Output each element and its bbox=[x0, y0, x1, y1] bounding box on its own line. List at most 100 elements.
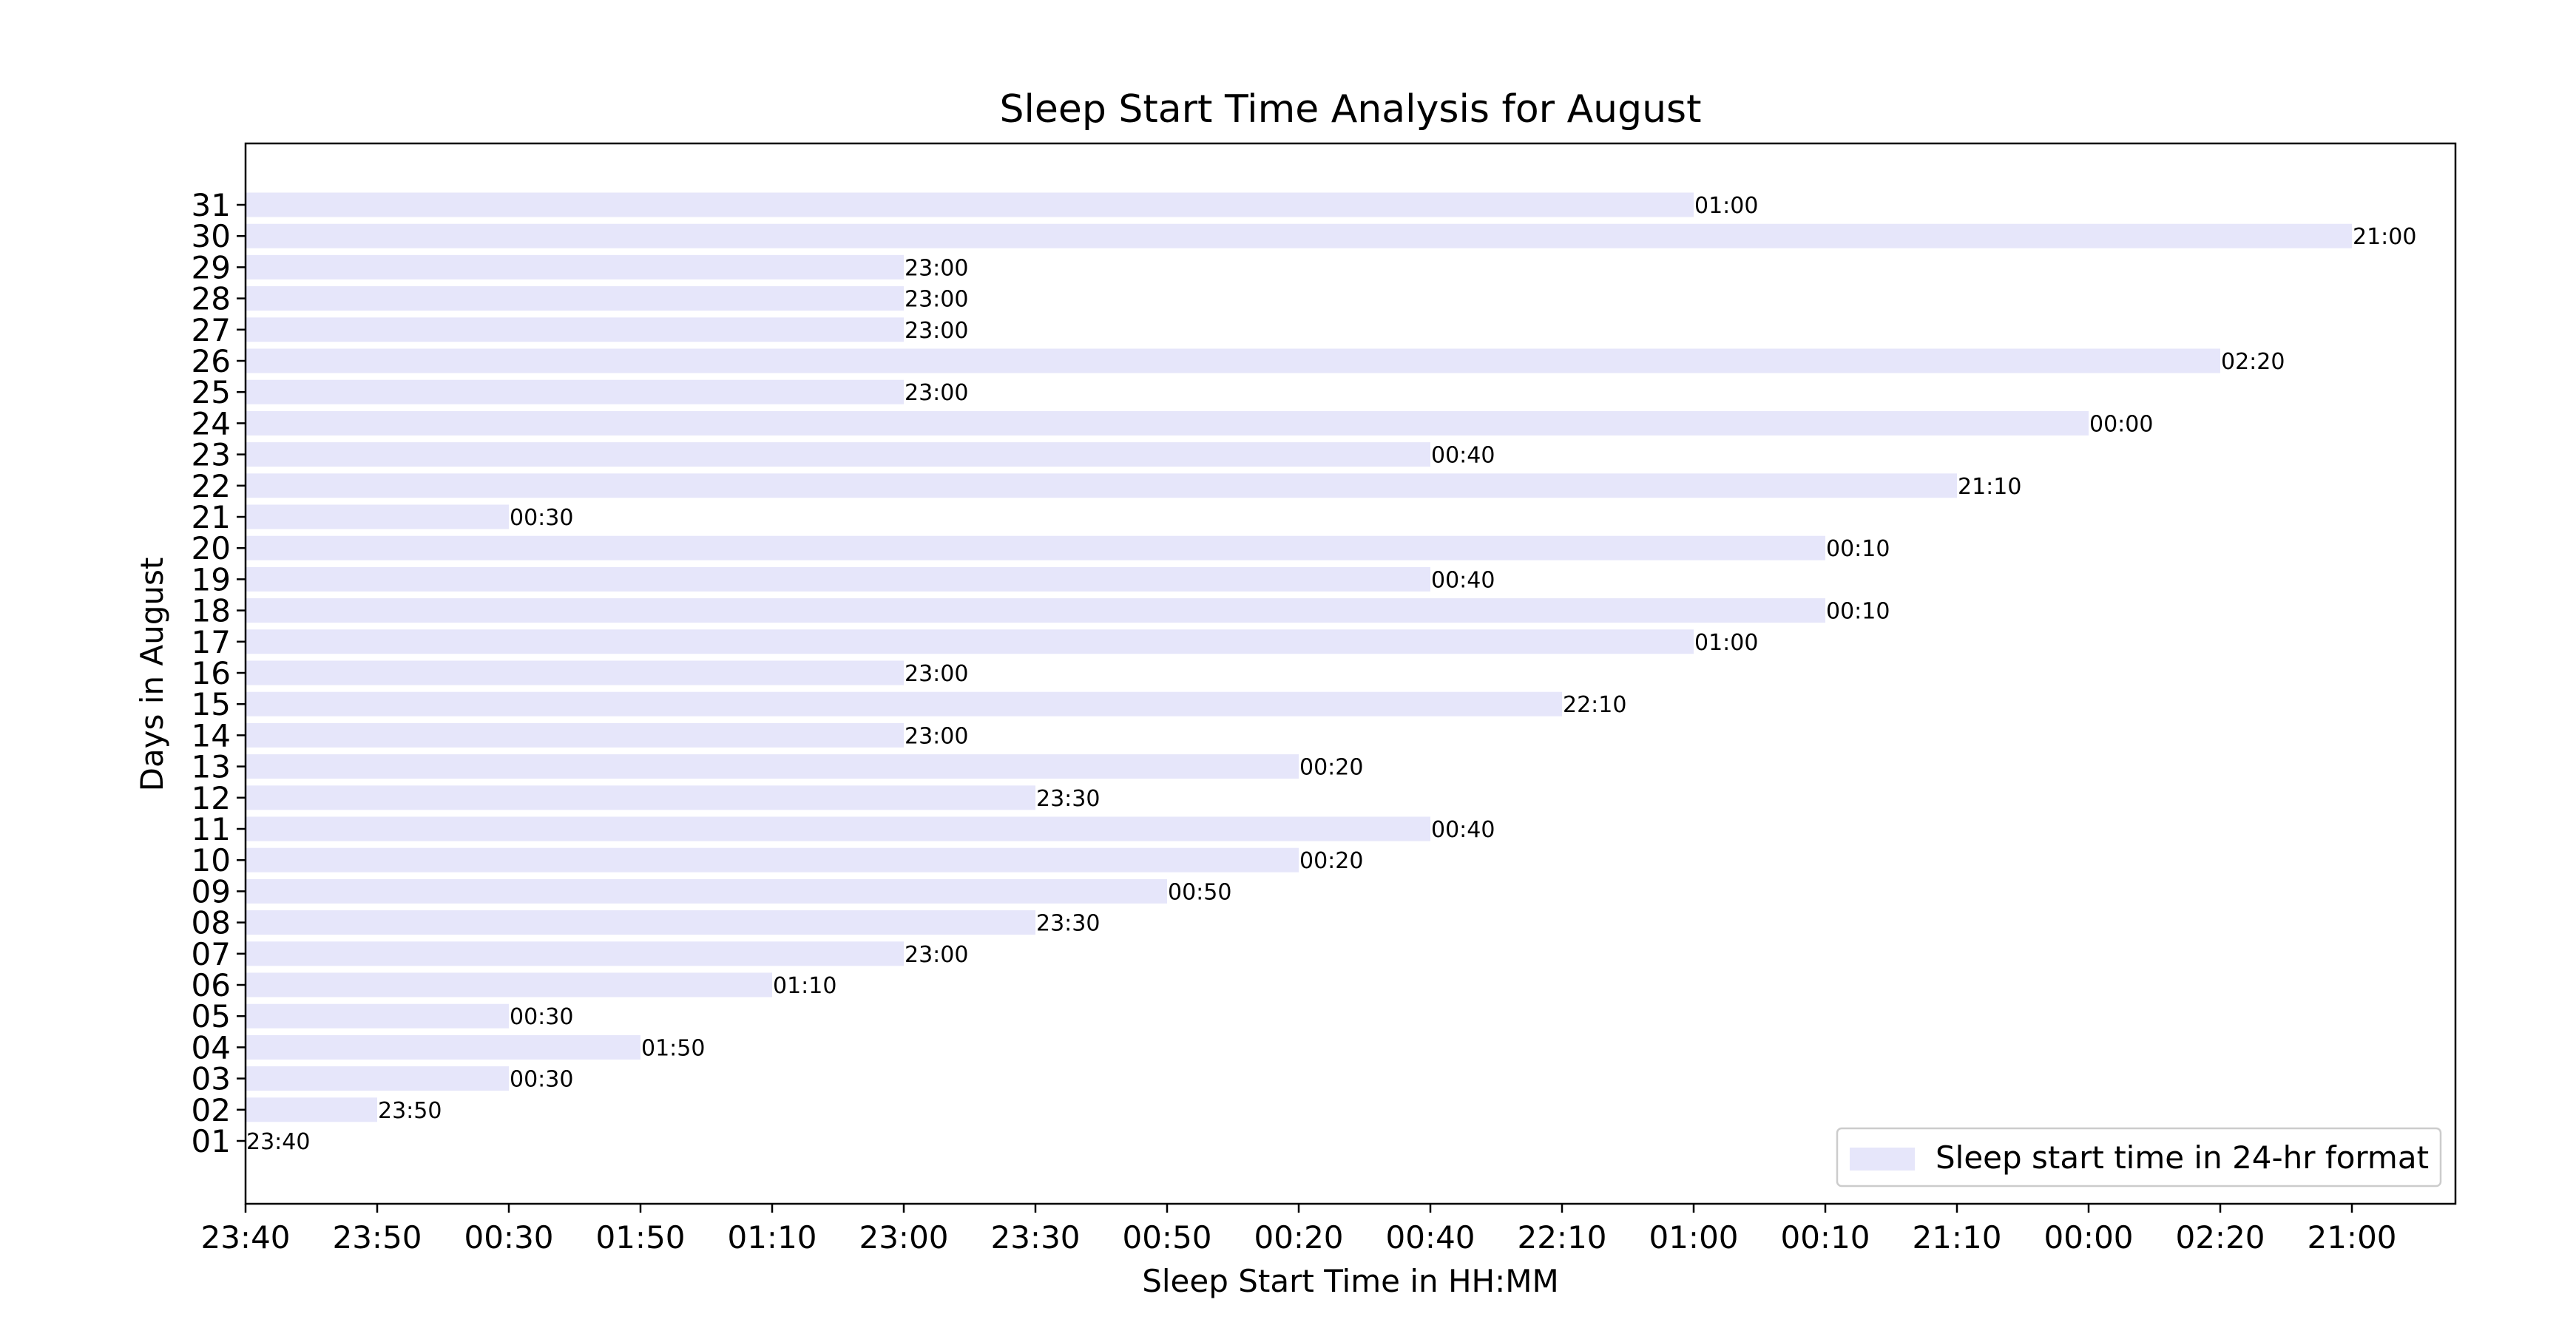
bar-label-day-09: 00:50 bbox=[1168, 879, 1231, 905]
y-tick-label: 16 bbox=[192, 655, 231, 691]
x-tick-label: 00:10 bbox=[1780, 1219, 1870, 1256]
x-tick-label: 21:10 bbox=[1912, 1219, 2001, 1256]
bar-label-day-19: 00:40 bbox=[1431, 567, 1495, 593]
bar-label-day-12: 23:30 bbox=[1036, 786, 1100, 812]
y-tick-label: 12 bbox=[192, 780, 231, 816]
y-tick-label: 14 bbox=[192, 717, 231, 753]
bar-day-15 bbox=[246, 691, 1562, 716]
bar-label-day-29: 23:00 bbox=[905, 255, 968, 281]
bar-label-day-11: 00:40 bbox=[1431, 817, 1495, 843]
y-tick-label: 28 bbox=[192, 281, 231, 317]
y-tick-label: 03 bbox=[192, 1061, 231, 1097]
x-tick-label: 00:00 bbox=[2043, 1219, 2133, 1256]
bar-day-08 bbox=[246, 910, 1035, 935]
x-tick-label: 00:40 bbox=[1385, 1219, 1475, 1256]
bar-day-24 bbox=[246, 410, 2089, 436]
bar-day-03 bbox=[246, 1066, 509, 1091]
y-tick-label: 26 bbox=[192, 343, 231, 379]
bar-day-22 bbox=[246, 473, 1957, 498]
y-tick-label: 05 bbox=[192, 998, 231, 1034]
bar-day-23 bbox=[246, 442, 1430, 467]
bar-day-06 bbox=[246, 972, 772, 997]
bar-label-day-05: 00:30 bbox=[510, 1004, 573, 1030]
bar-label-day-30: 21:00 bbox=[2353, 224, 2416, 250]
bar-day-13 bbox=[246, 754, 1299, 779]
x-tick-label: 23:40 bbox=[200, 1219, 290, 1256]
bar-day-30 bbox=[246, 223, 2352, 248]
y-tick-label: 29 bbox=[192, 249, 231, 285]
y-tick-label: 21 bbox=[192, 499, 231, 535]
bar-day-14 bbox=[246, 722, 904, 748]
bar-label-day-13: 00:20 bbox=[1299, 755, 1363, 781]
bar-label-day-02: 23:50 bbox=[378, 1098, 442, 1124]
bar-label-day-26: 02:20 bbox=[2221, 349, 2285, 375]
bar-day-17 bbox=[246, 629, 1694, 654]
legend-swatch bbox=[1850, 1148, 1915, 1171]
bar-label-day-21: 00:30 bbox=[510, 505, 573, 531]
x-tick-label: 00:50 bbox=[1122, 1219, 1211, 1256]
bar-day-19 bbox=[246, 566, 1430, 592]
bar-day-05 bbox=[246, 1003, 509, 1029]
y-tick-label: 15 bbox=[192, 686, 231, 722]
x-axis-label: Sleep Start Time in HH:MM bbox=[1142, 1263, 1559, 1299]
bar-day-10 bbox=[246, 847, 1299, 873]
y-tick-label: 19 bbox=[192, 561, 231, 597]
bar-label-day-14: 23:00 bbox=[905, 723, 968, 749]
bar-day-31 bbox=[246, 192, 1694, 217]
bars-layer: 23:40 23:50 00:30 01:50 00:30 01:10 23:00 23:30… bbox=[246, 192, 2416, 1155]
bar-label-day-18: 00:10 bbox=[1826, 599, 1890, 625]
y-tick-label: 10 bbox=[192, 842, 231, 878]
bar-label-day-01: 23:40 bbox=[246, 1129, 310, 1155]
bar-label-day-22: 21:10 bbox=[1958, 474, 2021, 500]
legend-label: Sleep start time in 24-hr format bbox=[1936, 1139, 2429, 1176]
bar-label-day-04: 01:50 bbox=[641, 1035, 705, 1061]
bar-label-day-20: 00:10 bbox=[1826, 536, 1890, 562]
x-tick-label: 01:50 bbox=[595, 1219, 685, 1256]
x-tick-label: 02:20 bbox=[2175, 1219, 2265, 1256]
bar-day-04 bbox=[246, 1034, 640, 1060]
y-tick-label: 30 bbox=[192, 218, 231, 254]
y-tick-label: 31 bbox=[192, 187, 231, 223]
bar-day-25 bbox=[246, 379, 904, 404]
axes-layer: 23:40 23:50 00:30 01:50 01:10 23:00 23:30 00:50… bbox=[192, 142, 2457, 1256]
y-tick-label: 11 bbox=[192, 811, 231, 847]
y-tick-label: 20 bbox=[192, 530, 231, 566]
x-tick-label: 00:30 bbox=[464, 1219, 553, 1256]
y-tick-label: 07 bbox=[192, 936, 231, 972]
y-tick-label: 01 bbox=[192, 1123, 231, 1159]
y-tick-label: 25 bbox=[192, 374, 231, 410]
y-tick-label: 09 bbox=[192, 873, 231, 909]
x-tick-label: 22:10 bbox=[1517, 1219, 1606, 1256]
bar-day-16 bbox=[246, 660, 904, 685]
bar-day-02 bbox=[246, 1097, 377, 1122]
y-tick-label: 24 bbox=[192, 405, 231, 441]
y-tick-label: 06 bbox=[192, 967, 231, 1003]
bar-label-day-31: 01:00 bbox=[1694, 193, 1758, 219]
bar-day-11 bbox=[246, 816, 1430, 841]
bar-label-day-10: 00:20 bbox=[1299, 848, 1363, 874]
bar-day-29 bbox=[246, 254, 904, 280]
y-tick-label: 02 bbox=[192, 1092, 231, 1128]
bar-day-20 bbox=[246, 535, 1825, 560]
x-tick-label: 01:10 bbox=[727, 1219, 817, 1256]
bar-label-day-08: 23:30 bbox=[1036, 911, 1100, 937]
x-tick-label: 23:00 bbox=[859, 1219, 948, 1256]
y-tick-label: 08 bbox=[192, 905, 231, 941]
bar-label-day-17: 01:00 bbox=[1694, 630, 1758, 656]
bar-day-28 bbox=[246, 286, 904, 311]
chart-title: Sleep Start Time Analysis for August bbox=[999, 87, 1701, 132]
bar-day-07 bbox=[246, 941, 904, 966]
bar-day-09 bbox=[246, 878, 1167, 904]
legend-frame bbox=[1836, 1127, 2442, 1188]
x-tick-label: 21:00 bbox=[2307, 1219, 2396, 1256]
bar-label-day-24: 00:00 bbox=[2089, 411, 2153, 437]
y-tick-label: 04 bbox=[192, 1029, 231, 1066]
x-tick-label: 23:50 bbox=[332, 1219, 422, 1256]
bar-label-day-27: 23:00 bbox=[905, 318, 968, 344]
bar-label-day-28: 23:00 bbox=[905, 287, 968, 313]
x-tick-label: 00:20 bbox=[1254, 1219, 1343, 1256]
bar-label-day-15: 22:10 bbox=[1563, 692, 1626, 718]
y-tick-label: 18 bbox=[192, 593, 231, 629]
